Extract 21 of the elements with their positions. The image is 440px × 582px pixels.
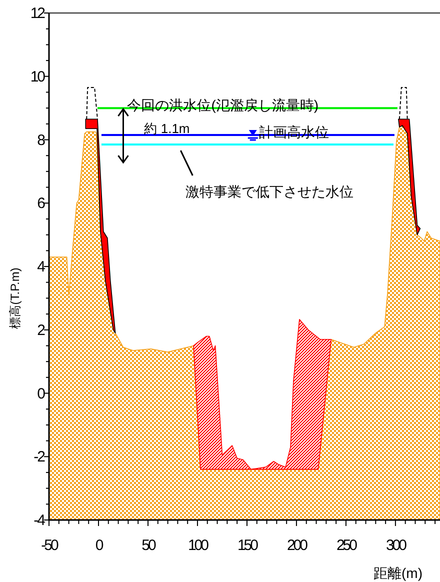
y-tick-label: 12 (30, 5, 46, 22)
y-tick-label: 4 (37, 258, 46, 276)
y-axis-title: 標高(T.P.m) (8, 268, 22, 329)
x-tick-label: -50 (41, 537, 58, 554)
y-tick-label: -2 (34, 448, 46, 466)
y-tick-label: 10 (30, 68, 46, 86)
y-tick-label: 0 (37, 385, 46, 402)
annotation: 激特事業で低下させた水位 (186, 184, 354, 200)
x-tick-label: 0 (95, 537, 104, 554)
y-tick-label: -4 (34, 512, 46, 529)
x-tick-label: 300 (386, 537, 407, 554)
y-tick-label: 8 (37, 132, 46, 149)
x-tick-label: 50 (142, 537, 156, 554)
x-tick-label: 150 (237, 537, 258, 554)
x-tick-label: 100 (188, 537, 209, 554)
y-tick-label: 2 (37, 322, 46, 339)
x-tick-label: 200 (286, 537, 308, 554)
annotation: 約 1.1m (144, 120, 190, 136)
y-tick-label: 6 (37, 195, 46, 212)
x-axis-title: 距離(m) (374, 565, 422, 581)
x-tick-label: 250 (336, 537, 358, 554)
